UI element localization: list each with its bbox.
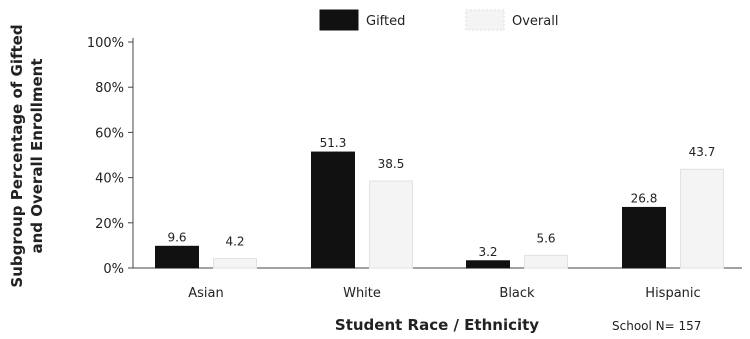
category-labels: Asian White Black Hispanic: [188, 286, 700, 301]
value-label-overall-asian: 4.2: [225, 235, 244, 249]
y-tick-label: 0%: [103, 262, 124, 277]
y-tick-label: 100%: [87, 36, 124, 51]
legend-swatch-gifted: [319, 9, 359, 31]
legend-swatch-overall: [465, 9, 505, 31]
y-axis-ticks: 0% 20% 40% 60% 80% 100%: [87, 36, 133, 277]
value-label-gifted-black: 3.2: [478, 245, 497, 259]
value-label-gifted-asian: 9.6: [167, 230, 186, 244]
bar-gifted-asian: [155, 245, 199, 269]
y-axis-label-line-1: Subgroup Percentage of Gifted: [8, 24, 26, 287]
y-axis-label: Subgroup Percentage of Gifted and Overal…: [8, 24, 46, 287]
y-tick-label: 80%: [95, 81, 124, 96]
x-axis-label: Student Race / Ethnicity: [335, 316, 539, 334]
value-label-overall-white: 38.5: [378, 157, 405, 171]
sample-size-note: School N= 157: [612, 319, 701, 333]
category-label-asian: Asian: [188, 286, 223, 301]
category-label-black: Black: [499, 286, 535, 301]
bar-overall-black: [524, 254, 568, 269]
bar-overall-white: [369, 180, 413, 269]
bar-overall-hispanic: [680, 168, 724, 269]
value-label-gifted-hispanic: 26.8: [631, 191, 658, 205]
bars: [155, 151, 724, 269]
value-labels: 9.6 4.2 51.3 38.5 3.2 5.6 26.8 43.7: [167, 136, 715, 259]
value-label-overall-black: 5.6: [536, 231, 555, 245]
bar-gifted-white: [311, 151, 355, 269]
y-axis-label-line-2: and Overall Enrollment: [28, 58, 46, 253]
legend: Gifted Overall: [319, 9, 558, 31]
legend-label-overall: Overall: [512, 14, 558, 29]
bar-gifted-black: [466, 260, 510, 269]
category-label-hispanic: Hispanic: [645, 286, 700, 301]
value-label-gifted-white: 51.3: [320, 136, 347, 150]
bar-gifted-hispanic: [622, 206, 666, 269]
legend-label-gifted: Gifted: [366, 14, 405, 29]
value-label-overall-hispanic: 43.7: [689, 145, 716, 159]
y-tick-label: 20%: [95, 217, 124, 232]
bar-overall-asian: [213, 258, 257, 269]
category-label-white: White: [343, 286, 381, 301]
y-tick-label: 40%: [95, 172, 124, 187]
y-tick-label: 60%: [95, 126, 124, 141]
